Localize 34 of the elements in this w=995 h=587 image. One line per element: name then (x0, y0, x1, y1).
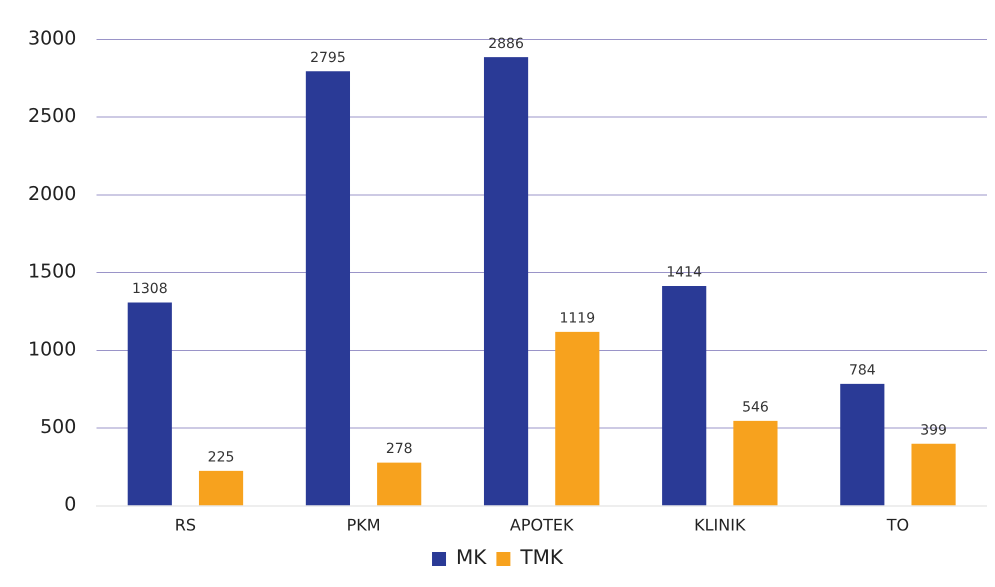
y-tick-label: 0 (64, 494, 76, 516)
x-tick-label: TO (886, 516, 910, 535)
data-label: 1119 (559, 310, 596, 326)
y-tick-label: 1500 (28, 260, 76, 283)
data-label: 2795 (310, 50, 346, 66)
data-label: 278 (386, 441, 413, 458)
y-tick-label: 500 (40, 416, 76, 438)
data-label: 1308 (132, 281, 168, 298)
data-label: 1414 (666, 264, 702, 281)
bar (911, 444, 956, 506)
bar (306, 71, 350, 506)
x-tick-label: RS (174, 516, 196, 535)
bar (198, 470, 244, 506)
data-label: 225 (208, 449, 234, 466)
bar (733, 420, 778, 506)
data-label: 399 (920, 422, 947, 438)
data-label: 546 (742, 400, 769, 416)
bar (484, 57, 528, 506)
bar (377, 462, 422, 506)
y-tick-label: 1000 (28, 338, 76, 360)
y-tick-label: 2000 (28, 182, 76, 205)
legend-label: MK (456, 545, 488, 570)
x-tick-label: PKM (346, 516, 381, 535)
y-tick-label: 2500 (28, 105, 76, 128)
bar (662, 286, 706, 506)
bar (128, 302, 172, 506)
bar (555, 332, 600, 506)
x-tick-label: KLINIK (694, 516, 746, 535)
bar (840, 384, 884, 506)
data-label: 784 (848, 362, 876, 379)
legend-label: TMK (519, 545, 564, 570)
x-tick-label: APOTEK (510, 516, 574, 535)
data-label: 2886 (488, 36, 524, 52)
y-tick-label: 3000 (28, 27, 76, 50)
